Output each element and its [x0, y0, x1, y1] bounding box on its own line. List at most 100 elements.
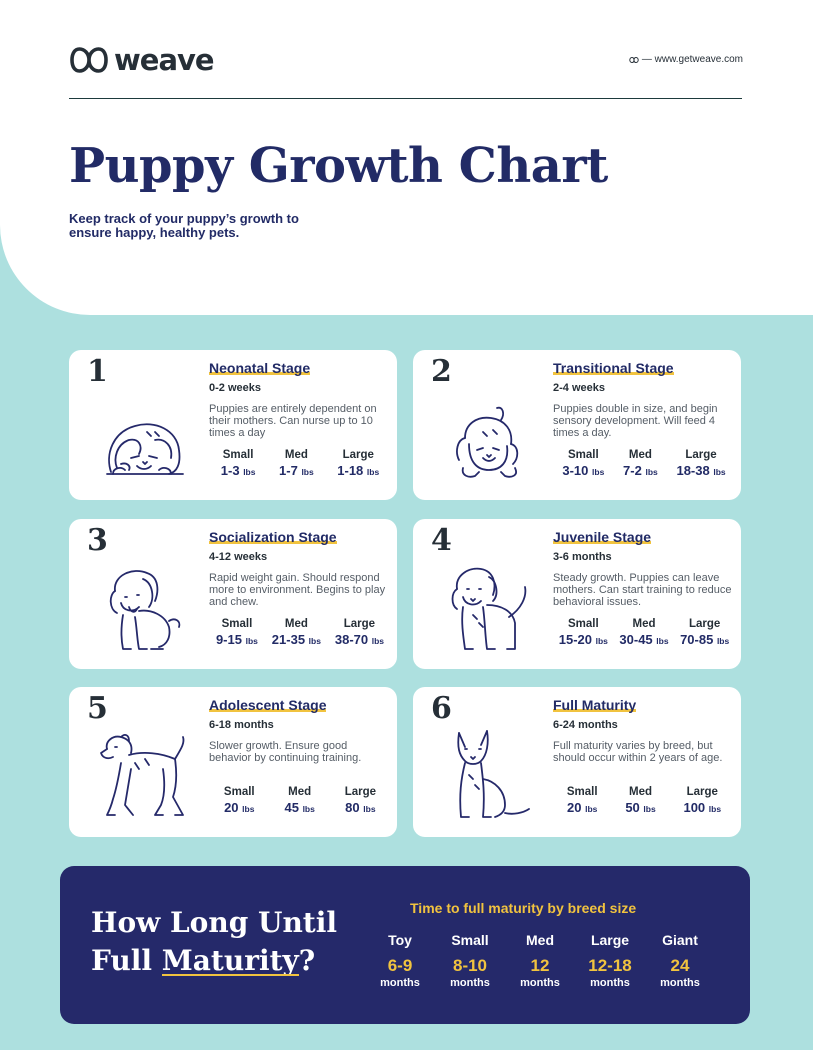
stage-number: 3 — [87, 523, 108, 558]
brand-name: weave — [114, 43, 215, 77]
size-weights: Small 9-15 lbs Med 21-35 lbs Large 38-70 lb… — [209, 618, 391, 647]
stage-number: 2 — [431, 354, 452, 389]
stage-name: Transitional Stage — [553, 360, 674, 376]
breed-column: Med 12 months — [505, 932, 575, 989]
lying-puppy-illustration — [456, 406, 519, 478]
size-weight: 100 lbs — [683, 800, 722, 815]
stage-card-juvenile: 4 Juvenile Stage 3-6 months Steady growt… — [413, 519, 741, 669]
size-label: Small — [222, 449, 254, 461]
size-weights: Small 3-10 lbs Med 7-2 lbs Large 18-38 lbs — [553, 449, 735, 478]
breed-name: Large — [590, 932, 630, 948]
adult-dog-illustration — [457, 730, 530, 818]
size-label: Small — [567, 449, 599, 461]
size-label: Large — [342, 449, 374, 461]
stage-card-socialization: 3 Socialization Stage 4-12 weeks Rapid w… — [69, 519, 397, 669]
stage-number: 5 — [87, 691, 108, 726]
size-weight: 20 lbs — [567, 800, 598, 815]
breed-column: Large 12-18 months — [575, 932, 645, 989]
title-word-puppy: Puppy — [69, 138, 233, 194]
size-label: Large — [344, 786, 377, 798]
size-weight: 30-45 lbs — [619, 632, 669, 647]
stage-number: 1 — [87, 354, 108, 389]
size-weight: 7-2 lbs — [623, 463, 658, 478]
breed-months: 12 — [530, 956, 550, 975]
stage-description: Slower growth. Ensure good behavior by c… — [209, 740, 362, 764]
stage-description: Rapid weight gain. Should respond more t… — [209, 572, 386, 608]
size-label: Small — [567, 618, 599, 630]
weave-logo-mark — [70, 47, 108, 73]
stage-description: Full maturity varies by breed, but shoul… — [553, 740, 723, 764]
size-label: Med — [632, 618, 656, 630]
stage-age: 4-12 weeks — [209, 551, 268, 563]
size-weights: Small 15-20 lbs Med 30-45 lbs Large 70-85 l… — [553, 618, 735, 647]
stage-number: 4 — [431, 523, 452, 558]
size-label: Large — [686, 786, 718, 798]
breed-unit: months — [660, 977, 700, 989]
size-weight: 1-3 lbs — [220, 463, 256, 478]
breed-unit: months — [590, 977, 630, 989]
size-label: Large — [685, 449, 717, 461]
page-title: Puppy Growth Chart — [69, 138, 608, 194]
header-divider — [69, 98, 742, 99]
stage-name: Neonatal Stage — [209, 360, 311, 376]
stage-age: 3-6 months — [553, 551, 612, 563]
breed-maturity-table: Toy 6-9 months Small 8-10 months Med 12 months… — [365, 932, 730, 989]
stage-age: 0-2 weeks — [209, 382, 261, 394]
weave-logo[interactable]: weave — [70, 43, 215, 77]
stage-name: Full Maturity — [553, 697, 637, 713]
breed-name: Toy — [388, 932, 412, 948]
stage-card-transitional: 2 Transitional Stage 2-4 weeks Puppies d… — [413, 350, 741, 500]
size-weight: 38-70 lbs — [334, 632, 385, 647]
size-weight: 45 lbs — [284, 800, 315, 815]
size-weight: 18-38 lbs — [676, 463, 726, 478]
size-weight: 1-18 lbs — [337, 463, 380, 478]
stage-name: Adolescent Stage — [209, 697, 327, 713]
stage-description: Steady growth. Puppies can leave mothers… — [553, 572, 732, 608]
size-weight: 70-85 lbs — [680, 632, 730, 647]
footer-title: How Long Until Full Maturity? — [91, 906, 338, 977]
size-label: Large — [688, 618, 721, 630]
stage-card-neonatal: 1 Neonatal Stage 0-2 weeks Puppies are e… — [69, 350, 397, 500]
size-weight: 9-15 lbs — [215, 632, 258, 647]
size-weights: Small 1-3 lbs Med 1-7 lbs Large 1-18 lbs — [209, 449, 391, 478]
website-url: — www.getweave.com — [641, 54, 743, 65]
footer-heading: Time to full maturity by breed size — [410, 900, 637, 916]
breed-name: Med — [526, 932, 554, 948]
size-label: Small — [566, 786, 598, 798]
breed-name: Giant — [662, 932, 698, 948]
breed-months: 6-9 — [387, 956, 413, 975]
breed-unit: months — [380, 977, 420, 989]
stage-description: Puppies are entirely dependent on their … — [209, 403, 377, 439]
size-weight: 80 lbs — [345, 800, 376, 815]
page-subtitle: Keep track of your puppy’s growth to ens… — [69, 211, 299, 240]
size-weight: 1-7 lbs — [279, 463, 314, 478]
breed-months: 24 — [670, 956, 690, 975]
breed-months: 8-10 — [452, 956, 488, 975]
breed-unit: months — [520, 977, 560, 989]
size-weight: 15-20 lbs — [558, 632, 608, 647]
size-weight: 50 lbs — [625, 800, 656, 815]
size-weights: Small 20 lbs Med 50 lbs Large 100 lbs — [553, 786, 735, 815]
size-label: Med — [629, 786, 653, 798]
size-label: Small — [221, 618, 253, 630]
infinity-icon — [629, 56, 639, 63]
size-weight: 20 lbs — [224, 800, 255, 815]
stage-age: 2-4 weeks — [553, 382, 605, 394]
stage-name: Socialization Stage — [209, 529, 337, 545]
size-weights: Small 20 lbs Med 45 lbs Large 80 lbs — [209, 786, 391, 815]
size-weight: 21-35 lbs — [271, 632, 321, 647]
breed-column: Toy 6-9 months — [365, 932, 435, 989]
breed-column: Giant 24 months — [645, 932, 715, 989]
size-label: Med — [284, 618, 308, 630]
size-weight: 3-10 lbs — [562, 463, 605, 478]
sleeping-puppy-illustration — [106, 423, 184, 475]
maturity-footer: How Long Until Full Maturity? Time to fu… — [60, 866, 750, 1024]
stage-age: 6-24 months — [553, 719, 618, 731]
title-rest: Growth Chart — [232, 138, 609, 194]
website-link[interactable]: — www.getweave.com — [629, 54, 743, 65]
size-label: Large — [343, 618, 376, 630]
stage-description: Puppies double in size, and begin sensor… — [553, 403, 718, 439]
stage-age: 6-18 months — [209, 719, 274, 731]
stage-number: 6 — [431, 691, 452, 726]
stage-card-adolescent: 5 Adolescent Stage 6-18 months Slower gr… — [69, 687, 397, 837]
